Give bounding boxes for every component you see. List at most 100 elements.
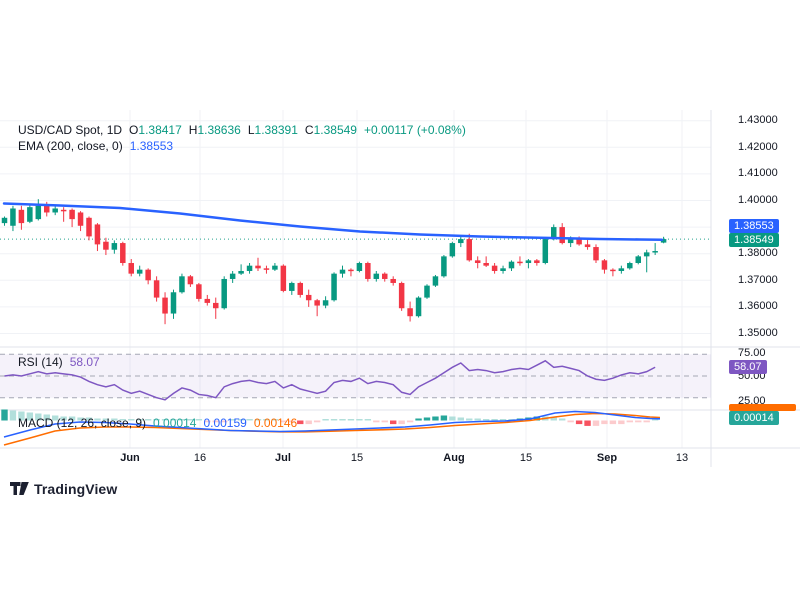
candle-body <box>398 282 405 309</box>
legend-segment: 0.00146 <box>253 416 298 430</box>
macd-hist-bar <box>43 414 50 421</box>
macd-hist-bar <box>626 420 633 423</box>
macd-hist-bar <box>491 419 498 421</box>
symbol-legend-row[interactable]: USD/CAD Spot, 1D O1.38417 H1.38636 L1.38391… <box>18 123 466 137</box>
macd-hist-bar <box>457 417 464 421</box>
macd-hist-bar <box>373 420 380 423</box>
macd-hist-bar <box>550 417 557 421</box>
candle-body <box>584 244 591 248</box>
candle-body <box>424 285 430 298</box>
candle-body <box>348 269 354 272</box>
candle-body <box>610 269 616 272</box>
time-axis-label: Jun <box>120 452 140 464</box>
candle-body <box>280 265 287 291</box>
time-axis-label: Sep <box>596 452 618 464</box>
candle-body <box>94 224 101 245</box>
macd-hist-bar <box>643 420 650 423</box>
candle-body <box>86 217 92 237</box>
macd-hist-bar <box>305 420 312 425</box>
candle-body <box>601 260 608 270</box>
time-axis-label: Jul <box>275 452 291 464</box>
tradingview-logo[interactable]: TradingView <box>10 481 117 497</box>
macd-hist-bar <box>406 420 414 423</box>
candle-body <box>69 209 75 220</box>
legend-segment: +0.00117 (+0.08%) <box>363 123 466 137</box>
macd-line <box>3 410 661 438</box>
legend-segment: 0.00014 <box>153 416 197 430</box>
macd-hist-bar <box>592 420 600 426</box>
legend-segment: 0.00159 <box>203 416 247 430</box>
legend-segment: O <box>129 123 139 137</box>
candle-body <box>382 273 388 279</box>
candle-body <box>1 217 8 224</box>
candle-body <box>289 282 295 291</box>
candle-body <box>483 263 489 266</box>
legend-segment: L <box>247 123 255 137</box>
macd-hist-bar <box>254 419 262 421</box>
candle-body <box>635 256 641 264</box>
macd-hist-bar <box>26 412 34 421</box>
candle-body <box>441 256 447 277</box>
macd-signal-line <box>3 412 661 446</box>
ema-value-badge: 1.38553 <box>729 219 779 233</box>
candle-body <box>652 251 658 253</box>
candle-body <box>162 297 168 314</box>
candle-body <box>331 273 337 301</box>
candle-body <box>77 212 84 226</box>
candle-body <box>229 273 236 279</box>
legend-segment: 1.38553 <box>129 139 174 153</box>
candle-body <box>272 265 278 270</box>
macd-hist-bar <box>584 420 591 426</box>
macd-hist-bar <box>271 419 279 421</box>
macd-hist-bar <box>52 415 59 421</box>
macd-hist-bar <box>153 419 160 421</box>
candle-body <box>52 208 58 213</box>
ema-legend-row[interactable]: EMA (200, close, 0) 1.38553 <box>18 139 173 153</box>
last-price-badge: 1.38549 <box>729 233 779 247</box>
macd-hist-bar <box>618 420 625 425</box>
price-axis-label: 1.43000 <box>738 114 778 127</box>
candle-body <box>534 260 540 264</box>
macd-hist-bar <box>212 420 219 423</box>
candle-body <box>103 241 109 250</box>
price-axis-label: 1.35000 <box>738 327 778 339</box>
candle-body <box>525 260 532 264</box>
tradingview-logo-icon <box>10 482 29 495</box>
macd-hist-bar <box>297 420 304 425</box>
candle-body <box>339 269 346 274</box>
macd-hist-bar <box>111 418 118 421</box>
candle-body <box>255 265 261 269</box>
candle-body <box>213 302 219 309</box>
macd-hist-bar <box>288 420 295 423</box>
macd-legend-row[interactable]: MACD (12, 26, close, 9) 0.00014 0.00159 0.0… <box>18 416 297 430</box>
macd-hist-bar <box>18 411 25 421</box>
macd-hist-bar <box>356 419 363 421</box>
candle-body <box>111 243 118 250</box>
macd-hist-bar <box>474 418 481 421</box>
candle-body <box>204 298 211 303</box>
candle-body <box>10 208 16 226</box>
candle-body <box>221 278 227 309</box>
candle-body <box>356 263 363 271</box>
candle-body <box>145 269 151 281</box>
price-axis-label: 1.36000 <box>738 300 778 313</box>
macd-hist-bar <box>398 420 405 425</box>
rsi-legend-row[interactable]: RSI (14) 58.07 <box>18 355 100 369</box>
macd-hist-bar <box>609 420 617 425</box>
candle-body <box>491 265 498 271</box>
macd-hist-bar <box>102 418 110 421</box>
macd-hist-bar <box>128 419 135 421</box>
candle-body <box>314 300 320 306</box>
candle-body <box>500 268 506 271</box>
tradingview-logo-text: TradingView <box>34 481 118 497</box>
macd-hist-bar <box>9 410 17 421</box>
candle-body <box>415 297 422 317</box>
candle-body <box>618 268 625 271</box>
time-axis-label: 15 <box>350 452 364 464</box>
legend-segment: EMA (200, close, 0) <box>18 139 123 153</box>
legend-segment: USD/CAD Spot, 1D <box>18 123 123 137</box>
macd-hist-bar <box>221 420 228 423</box>
candle-body <box>27 207 33 222</box>
macd-signal-badge <box>729 404 796 411</box>
